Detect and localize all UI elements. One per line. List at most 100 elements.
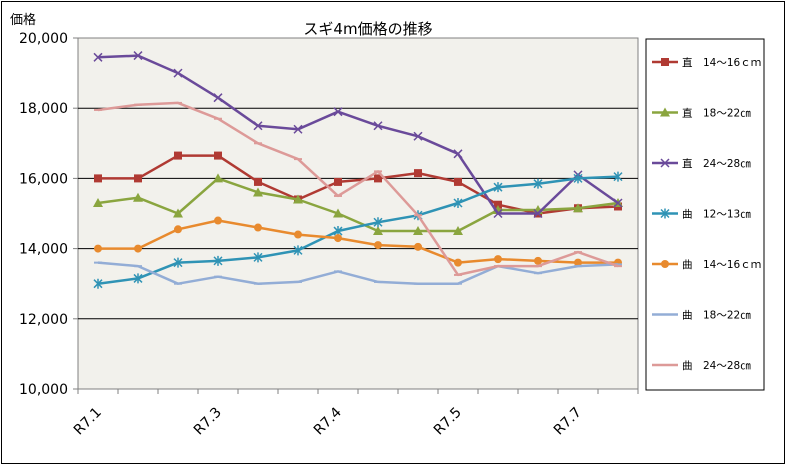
series: [94, 261, 622, 285]
data-point: [613, 198, 623, 208]
legend-label: 曲 12～13㎝: [682, 209, 751, 221]
data-point: [134, 244, 142, 253]
data-point: [94, 174, 102, 183]
legend-entry: 直 24～28㎝: [652, 157, 751, 170]
data-point: [93, 278, 103, 289]
data-point: [413, 131, 423, 141]
data-point: [293, 194, 303, 204]
data-point: [214, 151, 222, 160]
y-tick-label: 12,000: [19, 312, 68, 328]
data-point: [574, 258, 582, 267]
data-point: [293, 124, 303, 134]
data-point: [134, 174, 142, 183]
series-line: [97, 54, 619, 215]
data-point: [613, 171, 623, 182]
data-point: [293, 245, 303, 256]
legend-entry: 直 14～16ｃｍ: [652, 56, 761, 69]
data-point: [174, 225, 182, 234]
data-point: [453, 226, 463, 236]
legend-label: 直 24～28㎝: [682, 157, 751, 170]
data-point: [660, 158, 670, 168]
data-point: [213, 93, 223, 103]
series: [94, 101, 622, 277]
data-point: [573, 173, 583, 184]
legend-label: 直 14～16ｃｍ: [682, 56, 761, 69]
data-point: [373, 121, 383, 131]
data-point: [374, 241, 382, 250]
y-tick-label: 18,000: [19, 101, 68, 117]
data-point: [454, 258, 462, 267]
series-line: [97, 175, 619, 285]
data-point: [374, 174, 382, 183]
data-point: [93, 197, 103, 207]
data-point: [133, 192, 143, 202]
series-line: [98, 219, 618, 264]
data-point: [660, 208, 670, 219]
series-line: [98, 154, 619, 215]
data-point: [660, 107, 670, 117]
data-point: [253, 121, 263, 131]
y-tick-labels: 10,000 12,000 14,000 16,000 18,000 20,000: [19, 31, 78, 398]
data-point: [373, 226, 383, 236]
legend-entry: 曲 14～16ｃｍ: [652, 259, 761, 271]
series-line: [97, 261, 619, 285]
data-point: [413, 226, 423, 236]
legend-label: 曲 24～28㎝: [682, 360, 751, 372]
data-point: [573, 203, 583, 213]
legend-label: 直 18～22㎝: [682, 107, 751, 120]
legend-entry: 曲 24～28㎝: [652, 360, 751, 372]
data-point: [661, 58, 669, 66]
data-point: [334, 177, 342, 186]
y-tick-label: 20,000: [19, 31, 68, 47]
data-point: [213, 173, 223, 183]
data-point: [533, 178, 543, 189]
data-point: [253, 252, 263, 263]
legend-label: 曲 14～16ｃｍ: [682, 259, 761, 271]
data-point: [414, 169, 422, 178]
data-point: [133, 51, 143, 61]
data-point: [333, 107, 343, 117]
data-point: [133, 273, 143, 284]
legend-label: 曲 18～22㎝: [682, 310, 751, 322]
data-point: [494, 200, 502, 209]
legend-entry: 曲 18～22㎝: [652, 310, 751, 322]
legend-entry: 直 18～22㎝: [652, 107, 751, 120]
data-point: [174, 151, 182, 160]
y-tick-label: 14,000: [19, 242, 68, 258]
data-point: [334, 234, 342, 243]
y-axis-label: 価格: [10, 12, 36, 28]
data-point: [173, 208, 183, 218]
data-point: [453, 149, 463, 159]
y-tick-label: 10,000: [19, 382, 68, 398]
data-point: [333, 208, 343, 218]
data-point: [453, 197, 463, 208]
data-point: [534, 256, 542, 265]
plot-area: [77, 37, 639, 390]
data-point: [493, 182, 503, 193]
chart-title: スギ4m価格の推移: [303, 20, 432, 38]
series-line: [97, 177, 619, 233]
data-point: [214, 216, 222, 225]
data-point: [454, 177, 462, 186]
data-point: [414, 242, 422, 251]
data-point: [173, 68, 183, 78]
data-point: [173, 257, 183, 268]
series-line: [97, 101, 619, 277]
data-point: [493, 208, 503, 219]
data-point: [661, 260, 669, 268]
data-point: [254, 223, 262, 232]
data-point: [253, 187, 263, 197]
y-tick-label: 16,000: [19, 171, 68, 187]
data-point: [94, 244, 102, 253]
data-point: [254, 177, 262, 186]
data-point: [294, 230, 302, 239]
data-point: [213, 255, 223, 266]
series-group: [93, 51, 623, 289]
series: [93, 51, 623, 219]
grid-lines: [78, 107, 638, 320]
legend-entry: 曲 12～13㎝: [652, 208, 751, 221]
data-point: [373, 217, 383, 228]
data-point: [533, 208, 543, 219]
